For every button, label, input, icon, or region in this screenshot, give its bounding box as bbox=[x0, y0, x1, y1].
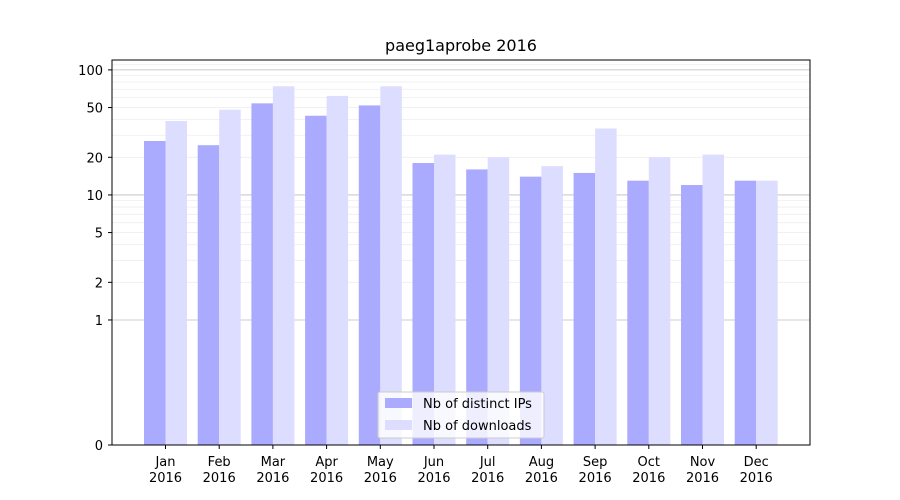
x-tick-label-month: Apr bbox=[315, 455, 338, 470]
bar-distinct-ips bbox=[573, 172, 596, 445]
x-tick-label-month: May bbox=[367, 455, 394, 470]
x-tick-label-month: Jan bbox=[154, 455, 175, 470]
bar-downloads bbox=[326, 95, 349, 446]
x-tick-label-year: 2016 bbox=[632, 471, 665, 486]
bar-downloads bbox=[272, 86, 295, 445]
x-tick-label-month: Sep bbox=[583, 455, 608, 470]
bar-distinct-ips bbox=[358, 105, 381, 446]
bar-distinct-ips bbox=[681, 185, 703, 445]
bar-downloads bbox=[219, 109, 241, 445]
x-tick-label-year: 2016 bbox=[256, 471, 289, 486]
legend-label-downloads: Nb of downloads bbox=[423, 419, 532, 434]
y-axis: 0 1 2 5 10 20 50 100 bbox=[78, 64, 112, 454]
legend-label-distinct-ips: Nb of distinct IPs bbox=[423, 397, 532, 412]
x-tick-label-year: 2016 bbox=[149, 471, 182, 486]
y-tick-label: 2 bbox=[95, 276, 103, 291]
x-tick-label-year: 2016 bbox=[364, 471, 397, 486]
bar-downloads bbox=[434, 154, 456, 446]
bar-downloads bbox=[595, 128, 617, 445]
x-tick-label-year: 2016 bbox=[740, 471, 773, 486]
legend: Nb of distinct IPs Nb of downloads bbox=[377, 391, 545, 439]
x-tick-label-month: Aug bbox=[529, 455, 554, 470]
x-tick-label-year: 2016 bbox=[203, 471, 236, 486]
legend-swatch-downloads bbox=[385, 420, 412, 430]
x-tick-label-month: Jul bbox=[479, 455, 496, 470]
bar-distinct-ips bbox=[627, 180, 649, 445]
y-tick-label: 0 bbox=[95, 439, 103, 454]
x-tick-label-year: 2016 bbox=[471, 471, 504, 486]
x-tick-label-month: Nov bbox=[690, 455, 716, 470]
x-tick-label-year: 2016 bbox=[686, 471, 719, 486]
y-tick-label: 1 bbox=[95, 314, 103, 329]
plot-area-frame bbox=[111, 59, 811, 446]
bar-downloads bbox=[702, 154, 724, 446]
chart-title: paeg1aprobe 2016 bbox=[385, 36, 537, 55]
x-tick-label-year: 2016 bbox=[417, 471, 450, 486]
bar-downloads bbox=[165, 121, 187, 446]
bar-downloads bbox=[541, 166, 563, 445]
y-tick-label: 20 bbox=[86, 151, 103, 166]
y-tick-label: 5 bbox=[95, 227, 103, 242]
bar-downloads bbox=[380, 86, 402, 445]
bar-distinct-ips bbox=[144, 140, 166, 445]
y-tick-label: 100 bbox=[78, 64, 103, 79]
x-tick-label-year: 2016 bbox=[525, 471, 558, 486]
x-tick-label-month: Oct bbox=[638, 455, 660, 470]
bar-distinct-ips bbox=[412, 163, 434, 445]
bar-distinct-ips bbox=[734, 180, 757, 445]
bars bbox=[144, 86, 778, 446]
bar-distinct-ips bbox=[251, 103, 273, 446]
legend-swatch-distinct-ips bbox=[385, 398, 412, 408]
x-tick-label-month: Jun bbox=[423, 455, 444, 470]
bar-downloads bbox=[648, 157, 671, 445]
bar-distinct-ips bbox=[197, 145, 220, 445]
bar-distinct-ips bbox=[305, 115, 327, 445]
bar-distinct-ips bbox=[466, 169, 488, 445]
x-tick-label-month: Mar bbox=[261, 455, 286, 470]
x-tick-label-month: Feb bbox=[208, 455, 231, 470]
bar-distinct-ips bbox=[519, 176, 542, 445]
bar-downloads bbox=[756, 180, 778, 445]
y-tick-label: 10 bbox=[86, 189, 103, 204]
x-tick-label-year: 2016 bbox=[579, 471, 612, 486]
x-axis: Jan2016Feb2016Mar2016Apr2016May2016Jun20… bbox=[149, 445, 773, 486]
bar-downloads bbox=[487, 157, 510, 445]
y-tick-label: 50 bbox=[86, 102, 103, 117]
x-tick-label-year: 2016 bbox=[310, 471, 343, 486]
legend-box bbox=[377, 391, 545, 439]
x-tick-label-month: Dec bbox=[744, 455, 769, 470]
